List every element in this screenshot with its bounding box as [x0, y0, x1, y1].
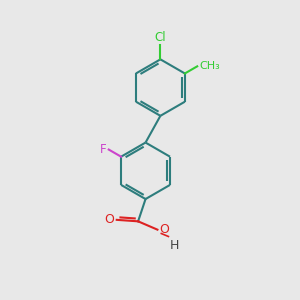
Text: O: O — [159, 223, 169, 236]
Text: Cl: Cl — [154, 31, 166, 44]
Text: O: O — [104, 213, 114, 226]
Text: H: H — [170, 239, 179, 253]
Text: F: F — [100, 143, 106, 156]
Text: CH₃: CH₃ — [200, 61, 220, 71]
